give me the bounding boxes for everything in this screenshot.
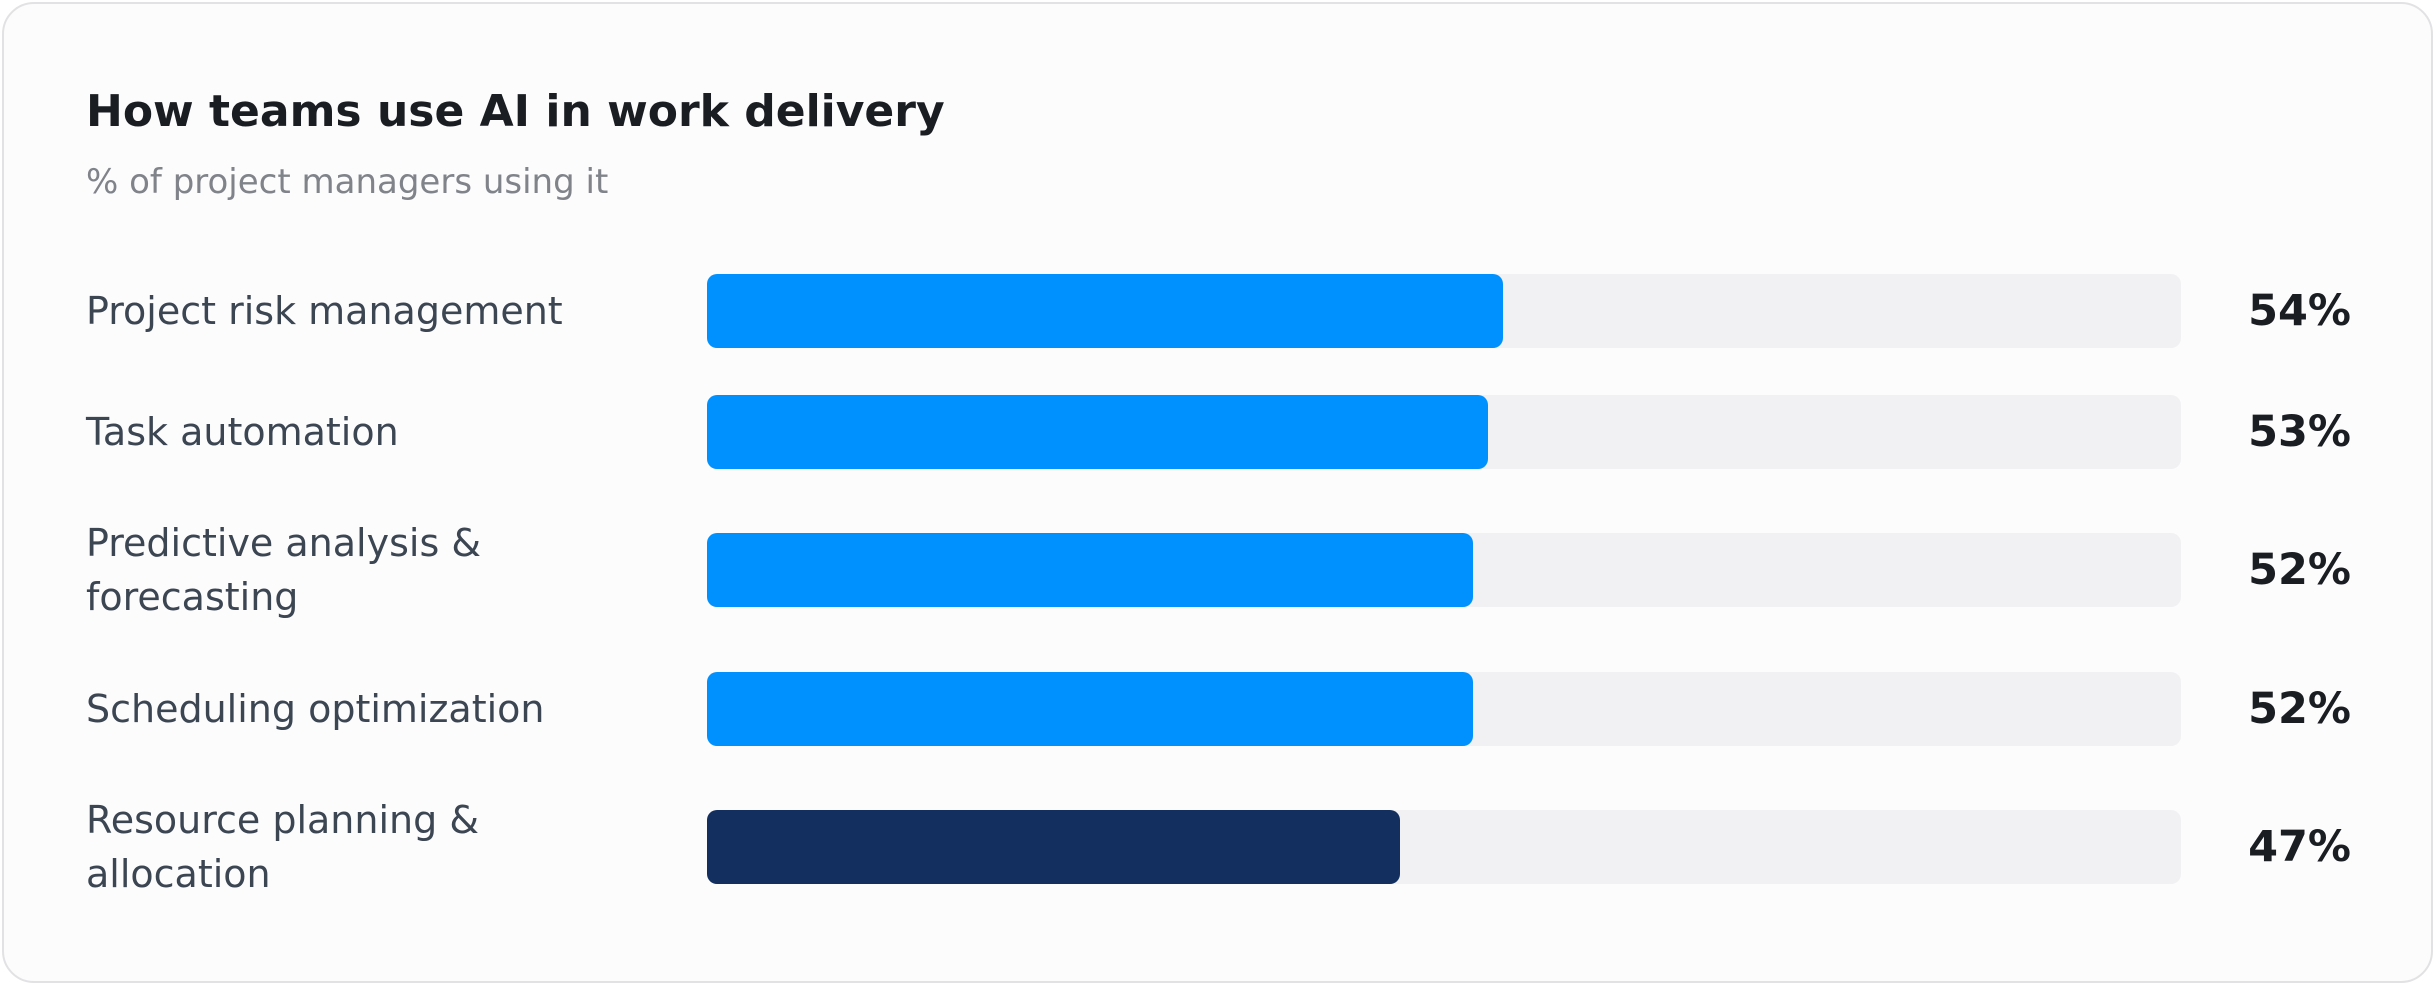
value-label: 53%: [2248, 407, 2351, 457]
value-label: 54%: [2248, 286, 2351, 336]
category-label: Project risk management: [86, 289, 563, 333]
bar: [707, 533, 1474, 607]
category-label: Scheduling optimization: [86, 687, 545, 731]
category-label: Predictive analysis & forecasting: [86, 521, 481, 619]
bar-track: [707, 274, 2181, 348]
category-label: Resource planning & allocation: [86, 798, 479, 896]
bar: [707, 395, 1489, 469]
chart-title: How teams use AI in work delivery: [86, 86, 945, 137]
bar: [707, 274, 1503, 348]
value-label: 47%: [2248, 822, 2351, 872]
value-label: 52%: [2248, 545, 2351, 595]
bar: [707, 672, 1474, 746]
chart-subtitle: % of project managers using it: [86, 162, 609, 202]
category-label: Task automation: [86, 410, 399, 454]
value-label: 52%: [2248, 684, 2351, 734]
bar-track: [707, 810, 2181, 884]
bar-track: [707, 672, 2181, 746]
bar-track: [707, 395, 2181, 469]
bar-track: [707, 533, 2181, 607]
bar: [707, 810, 1400, 884]
